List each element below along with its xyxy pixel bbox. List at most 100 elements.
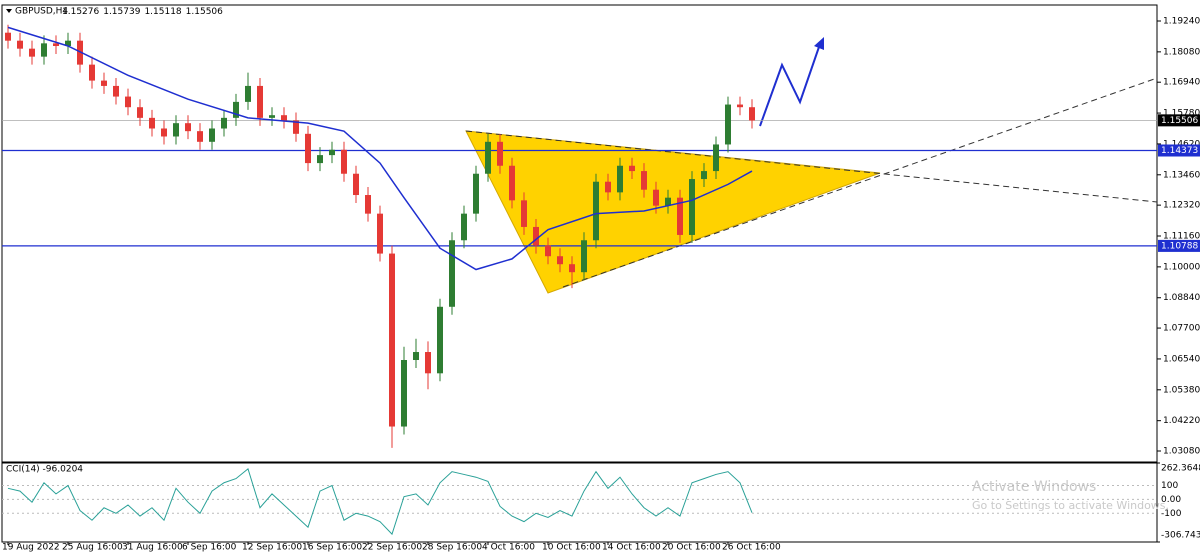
candle-body xyxy=(89,64,95,81)
trend-line xyxy=(465,130,1158,203)
candle-body xyxy=(329,149,335,156)
indicator-title: CCI(14) -96.0204 xyxy=(6,465,83,475)
cci-line xyxy=(7,468,753,536)
y-tick-label: 1.13460 xyxy=(1163,170,1200,180)
candle-body xyxy=(293,120,299,134)
candle-body xyxy=(617,165,623,193)
candle-body xyxy=(209,128,215,142)
candle-body xyxy=(725,104,731,145)
indicator-tick-label: -100 xyxy=(1161,509,1182,519)
candle-body xyxy=(533,226,539,246)
y-tick-label: 1.14620 xyxy=(1163,139,1200,149)
candle-body xyxy=(29,48,35,57)
candle-body xyxy=(557,256,563,265)
candle-body xyxy=(641,171,647,190)
candle-body xyxy=(137,107,143,118)
candle-body xyxy=(521,200,527,227)
x-tick-label: 16 Sep 16:00 xyxy=(302,543,362,553)
candle-body xyxy=(413,352,419,361)
candle-body xyxy=(737,104,743,108)
candle-body xyxy=(221,117,227,129)
candle-body xyxy=(53,43,59,47)
x-tick-label: 6 Sep 16:00 xyxy=(182,543,237,553)
menu-caret xyxy=(6,9,12,13)
x-tick-label: 26 Oct 16:00 xyxy=(722,543,781,553)
y-tick-label: 1.19240 xyxy=(1163,16,1200,26)
indicator-tick-label: 100 xyxy=(1161,481,1178,491)
y-tick-label: 1.15780 xyxy=(1163,109,1200,119)
y-tick-label: 1.03080 xyxy=(1163,447,1200,457)
level-label-box xyxy=(1158,239,1200,252)
x-tick-label: 12 Sep 16:00 xyxy=(242,543,302,553)
indicator-tick-label: 0.00 xyxy=(1161,495,1181,505)
y-tick-label: 1.06540 xyxy=(1163,354,1200,364)
candle-body xyxy=(161,128,167,137)
candle-body xyxy=(65,40,71,47)
x-tick-label: 14 Oct 16:00 xyxy=(602,543,661,553)
x-tick-label: 22 Sep 16:00 xyxy=(362,543,422,553)
candle-body xyxy=(713,144,719,172)
candle-body xyxy=(437,306,443,374)
forecast-arrow xyxy=(759,43,821,127)
candle-body xyxy=(257,85,263,118)
level-label-box xyxy=(1158,144,1200,157)
ohlc-value: 1.15739 xyxy=(103,7,140,17)
indicator-tick-label: 262.3648 xyxy=(1161,464,1200,474)
candle-body xyxy=(353,173,359,196)
candle-body xyxy=(281,115,287,121)
y-tick-label: 1.16940 xyxy=(1163,78,1200,88)
candle-body xyxy=(41,43,47,57)
candle-body xyxy=(665,197,671,206)
candle-body xyxy=(569,264,575,273)
candle-body xyxy=(113,85,119,97)
x-tick-label: 20 Oct 16:00 xyxy=(662,543,721,553)
candle-body xyxy=(245,85,251,102)
ohlc: 1.15276 1.15739 1.15118 1.15506 xyxy=(62,7,223,17)
candle-body xyxy=(173,123,179,137)
level-label: 1.10788 xyxy=(1161,241,1198,251)
x-tick-label: 10 Oct 16:00 xyxy=(542,543,601,553)
main-frame xyxy=(1,4,1158,463)
y-tick-label: 1.08840 xyxy=(1163,293,1200,303)
ohlc-value: 1.15276 xyxy=(62,7,99,17)
x-tick-label: 28 Sep 16:00 xyxy=(422,543,482,553)
candle-body xyxy=(689,179,695,235)
x-tick-label: 31 Aug 16:00 xyxy=(122,543,183,553)
candle-body xyxy=(605,181,611,193)
candle-body xyxy=(17,40,23,49)
candle-body xyxy=(401,360,407,427)
y-tick-label: 1.04220 xyxy=(1163,416,1200,426)
candle-body xyxy=(305,133,311,164)
candle-body xyxy=(389,253,395,427)
watermark-title: Activate Windows xyxy=(972,479,1096,495)
x-tick-label: 19 Aug 2022 xyxy=(2,543,60,553)
candle-body xyxy=(749,107,755,121)
candle-body xyxy=(593,181,599,241)
candle-body xyxy=(461,213,467,241)
candle-body xyxy=(509,165,515,201)
candle-body xyxy=(485,141,491,174)
arrow-head xyxy=(814,37,824,50)
y-tick-label: 1.12320 xyxy=(1163,201,1200,211)
y-tick-label: 1.05380 xyxy=(1163,385,1200,395)
triangle-pattern xyxy=(465,130,881,294)
candle-body xyxy=(101,80,107,86)
candle-body xyxy=(497,141,503,166)
ohlc-value: 1.15118 xyxy=(144,7,181,17)
ohlc-value: 1.15506 xyxy=(186,7,223,17)
candle-body xyxy=(677,197,683,235)
candle-body xyxy=(125,96,131,108)
y-tick-label: 1.18080 xyxy=(1163,47,1200,57)
candle-body xyxy=(269,115,275,118)
symbol: GBPUSD,H4 xyxy=(15,7,68,17)
y-tick-label: 1.11160 xyxy=(1163,232,1200,242)
level-label: 1.14373 xyxy=(1161,146,1198,156)
current-price-box xyxy=(1158,114,1200,127)
candle-body xyxy=(425,352,431,374)
candle-body xyxy=(233,101,239,118)
candle-body xyxy=(197,131,203,142)
candle-body xyxy=(365,195,371,214)
current-price-label: 1.15506 xyxy=(1161,116,1198,126)
